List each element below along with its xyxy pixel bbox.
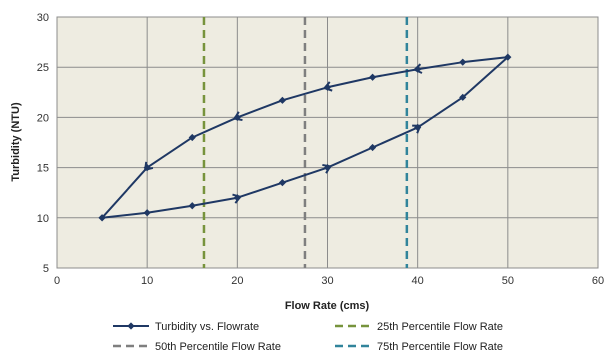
y-tick-label: 20 [37, 112, 49, 124]
x-tick-label: 20 [231, 275, 243, 287]
data-point [459, 93, 467, 101]
x-tick-label: 40 [412, 275, 424, 287]
x-tick-label: 30 [321, 275, 333, 287]
data-point [188, 133, 196, 142]
x-tick-label: 10 [141, 275, 153, 287]
x-tick-labels: 0 10 20 30 40 50 60 [54, 275, 604, 287]
legend-label: Turbidity vs. Flowrate [155, 321, 259, 333]
x-tick-label: 60 [592, 275, 604, 287]
plot-border [56, 16, 599, 269]
data-point [368, 73, 377, 81]
legend-label: 25th Percentile Flow Rate [377, 321, 503, 333]
data-point [459, 58, 467, 66]
reference-lines [202, 17, 409, 268]
direction-arrow [322, 81, 333, 92]
direction-arrow [232, 193, 242, 204]
data-series [98, 53, 512, 222]
y-tick-labels: 5 10 15 20 25 30 [37, 12, 49, 275]
x-axis-title: Flow Rate (cms) [285, 300, 370, 312]
direction-arrow [412, 124, 422, 134]
direction-arrow [143, 161, 154, 172]
data-point [278, 179, 287, 187]
direction-arrow [322, 163, 332, 174]
data-point [368, 143, 377, 152]
y-axis-title: Turbidity (NTU) [10, 102, 22, 182]
y-tick-label: 5 [43, 263, 49, 275]
data-point [143, 209, 151, 217]
direction-arrow [232, 111, 243, 122]
y-tick-label: 15 [37, 163, 49, 175]
legend-label: 75th Percentile Flow Rate [377, 341, 503, 353]
legend-label: 50th Percentile Flow Rate [155, 341, 281, 353]
data-point [98, 214, 106, 222]
x-tick-label: 0 [54, 275, 60, 287]
data-point [278, 96, 287, 104]
y-tick-label: 30 [37, 12, 49, 24]
legend: Turbidity vs. Flowrate 25th Percentile Fl… [113, 321, 503, 353]
x-tick-label: 50 [502, 275, 514, 287]
legend-marker [127, 322, 135, 330]
data-point [504, 53, 512, 61]
y-tick-label: 25 [37, 62, 49, 74]
y-tick-label: 10 [37, 213, 49, 225]
direction-arrow [412, 63, 423, 74]
data-point [188, 202, 196, 210]
